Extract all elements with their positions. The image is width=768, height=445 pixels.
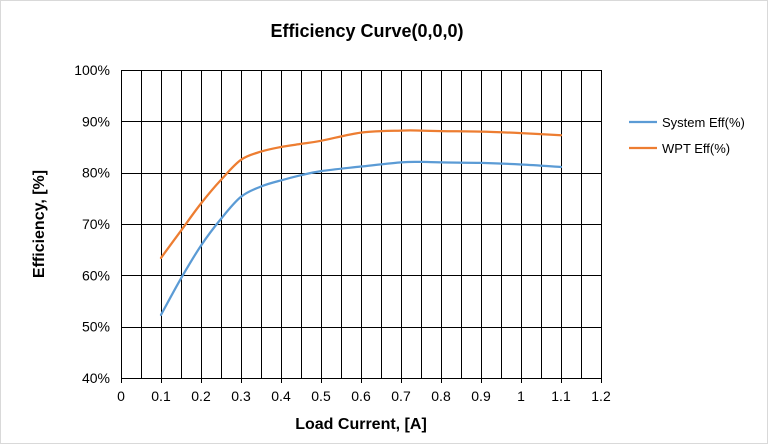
- x-tick-label: 0.7: [391, 388, 411, 404]
- x-tick-label: 0.6: [351, 388, 371, 404]
- y-axis-title: Efficiency, [%]: [31, 170, 48, 278]
- x-tick-label: 0.1: [151, 388, 171, 404]
- axis-ticks: 40% 50% 60% 70% 80% 90% 100% 0 0.1 0.2 0.3 0.4 0.5 0.…: [74, 62, 611, 404]
- x-tick-label: 1.2: [591, 388, 611, 404]
- y-tick-label: 40%: [82, 370, 110, 386]
- x-tick-label: 0: [117, 388, 125, 404]
- series-line-2: [159, 129, 563, 260]
- legend: System Eff(%) WPT Eff(%): [629, 115, 745, 156]
- y-tick-label: 80%: [82, 165, 110, 181]
- legend-label-2: WPT Eff(%): [662, 141, 730, 156]
- x-axis-title: Load Current, [A]: [295, 416, 427, 433]
- y-tick-label: 90%: [82, 113, 110, 129]
- y-tick-label: 50%: [82, 319, 110, 335]
- x-tick-label: 0.9: [471, 388, 491, 404]
- x-tick-label: 0.5: [311, 388, 331, 404]
- series-line-1: [159, 160, 563, 317]
- y-tick-label: 70%: [82, 216, 110, 232]
- x-tick-label: 1.1: [551, 388, 571, 404]
- y-tick-label: 100%: [74, 62, 110, 78]
- gridlines: [121, 70, 602, 379]
- x-tick-label: 0.3: [231, 388, 251, 404]
- series-lines: [159, 129, 563, 317]
- x-tick-label: 1: [517, 388, 525, 404]
- chart-title: Efficiency Curve(0,0,0): [270, 21, 463, 41]
- x-tick-label: 0.2: [191, 388, 211, 404]
- y-tick-label: 60%: [82, 267, 110, 283]
- legend-label-1: System Eff(%): [662, 115, 745, 130]
- x-tick-label: 0.4: [271, 388, 291, 404]
- x-tick-label: 0.8: [431, 388, 451, 404]
